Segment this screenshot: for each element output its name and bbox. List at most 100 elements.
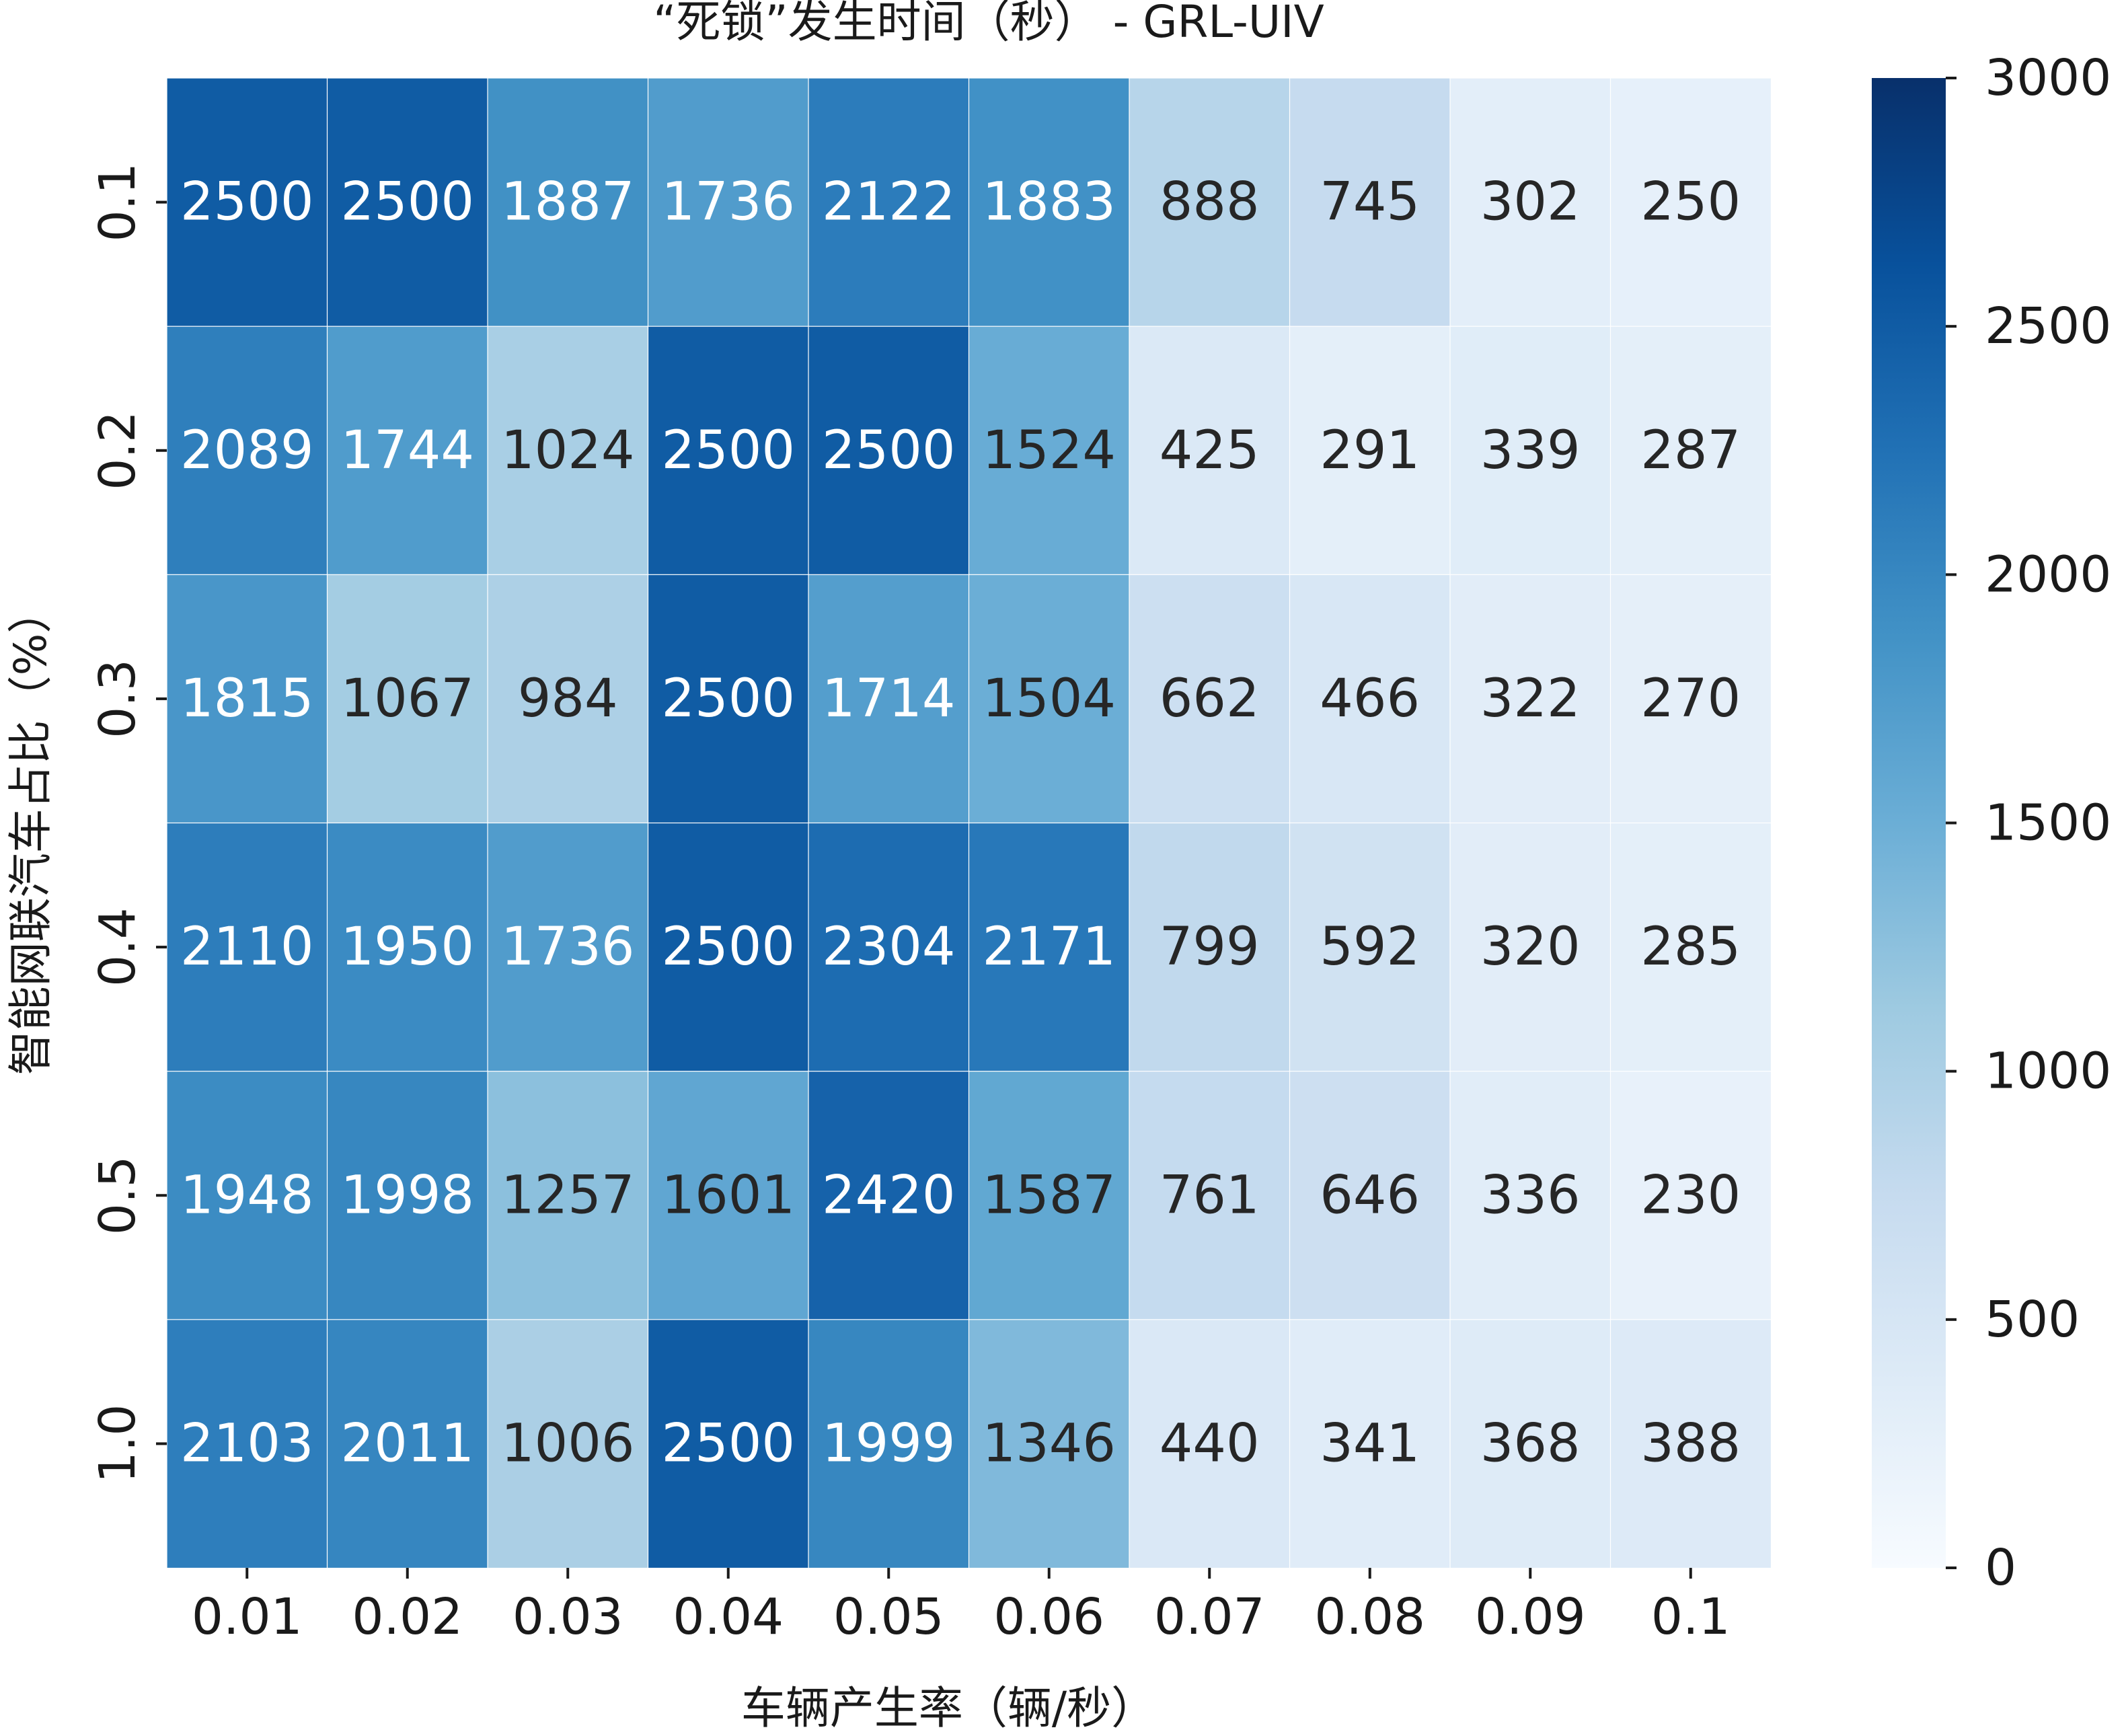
x-tick-label: 0.1 [1651, 1588, 1731, 1646]
heatmap-cell [1449, 1071, 1611, 1320]
heatmap-cell [647, 77, 810, 328]
cell-value-label: 287 [1640, 420, 1741, 481]
cell-value-label: 2171 [982, 917, 1116, 977]
heatmap-cell [1449, 1319, 1611, 1569]
cell-value-label: 2500 [822, 420, 956, 481]
heatmap-cell [166, 1319, 328, 1569]
cell-value-label: 1006 [501, 1413, 635, 1474]
heatmap-cell [1609, 326, 1772, 576]
heatmap-cell [808, 822, 970, 1072]
cell-value-label: 2011 [340, 1413, 474, 1474]
cell-value-label: 2420 [822, 1165, 956, 1225]
colorbar-tick-label: 1000 [1985, 1043, 2111, 1100]
cell-value-label: 662 [1160, 669, 1260, 729]
y-tick-label: 0.4 [89, 907, 147, 987]
heatmap-cell [968, 1319, 1131, 1569]
heatmap-cell [808, 1319, 970, 1569]
colorbar-tick-label: 2000 [1985, 545, 2111, 603]
heatmap-cell [1129, 1319, 1291, 1569]
x-tick-label: 0.01 [192, 1588, 303, 1646]
heatmap-cell [1289, 822, 1451, 1072]
cell-value-label: 888 [1160, 172, 1260, 233]
heatmap-cell [1449, 822, 1611, 1072]
x-axis: 0.01 0.02 0.03 0.04 0.05 0.06 0.07 0.08 0.09 0.1 [192, 1568, 1731, 1646]
heatmap-cell [647, 822, 810, 1072]
cell-value-label: 270 [1640, 669, 1741, 729]
cell-value-label: 1736 [661, 172, 795, 233]
cell-value-label: 2089 [180, 420, 314, 481]
cell-value-label: 336 [1480, 1165, 1581, 1225]
cell-value-label: 1346 [982, 1413, 1116, 1474]
heatmap-cell [968, 326, 1131, 576]
cell-value-label: 2304 [822, 917, 956, 977]
cell-value-label: 341 [1320, 1413, 1420, 1474]
y-axis: 0.1 0.2 0.3 0.4 0.5 1.0 [89, 163, 167, 1484]
cell-value-label: 285 [1640, 917, 1741, 977]
y-tick-label: 0.5 [89, 1156, 147, 1235]
cell-value-label: 1736 [501, 917, 635, 977]
chart-title: “死锁”发生时间（秒） - GRL-UIV [653, 0, 1324, 48]
cell-value-label: 230 [1640, 1165, 1741, 1225]
y-tick-label: 1.0 [89, 1404, 147, 1484]
heatmap-cell [808, 1071, 970, 1320]
cell-value-label: 761 [1160, 1165, 1260, 1225]
heatmap-cell [968, 574, 1131, 824]
cell-value-label: 388 [1640, 1413, 1741, 1474]
cell-value-label: 1601 [661, 1165, 795, 1225]
heatmap-cell [647, 1071, 810, 1320]
cell-value-label: 2500 [661, 1413, 795, 1474]
cell-value-label: 1587 [982, 1165, 1116, 1225]
heatmap-cell [647, 326, 810, 576]
heatmap-cell [487, 326, 649, 576]
heatmap-cell [326, 1071, 489, 1320]
heatmap-cell [808, 326, 970, 576]
heatmap-cell [1289, 77, 1451, 328]
heatmap-cell [1609, 77, 1772, 328]
cell-value-label: 1948 [180, 1165, 314, 1225]
cell-value-label: 2500 [340, 172, 474, 233]
heatmap-cell [487, 574, 649, 824]
cell-value-label: 1887 [501, 172, 635, 233]
heatmap-cell [487, 1319, 649, 1569]
cell-value-label: 646 [1320, 1165, 1420, 1225]
colorbar-tick-label: 3000 [1985, 49, 2111, 107]
heatmap-cell [1609, 822, 1772, 1072]
y-tick-label: 0.2 [89, 411, 147, 490]
heatmap-cell [326, 326, 489, 576]
cell-value-label: 592 [1320, 917, 1420, 977]
colorbar-axis: 0 500 1000 1500 2000 2500 3000 [1946, 49, 2111, 1597]
colorbar-tick-label: 500 [1985, 1291, 2080, 1349]
cell-value-label: 2500 [661, 917, 795, 977]
cell-value-label: 1998 [340, 1165, 474, 1225]
heatmap-cell [1129, 822, 1291, 1072]
cell-value-label: 2103 [180, 1413, 314, 1474]
cell-value-label: 2500 [661, 420, 795, 481]
cell-value-label: 1024 [501, 420, 635, 481]
colorbar-tick-label: 1500 [1985, 794, 2111, 852]
x-tick-label: 0.05 [833, 1588, 944, 1646]
cell-value-label: 1714 [822, 669, 956, 729]
heatmap-cell [326, 77, 489, 328]
heatmap-cell [166, 822, 328, 1072]
x-tick-label: 0.06 [993, 1588, 1104, 1646]
heatmap-cell [808, 574, 970, 824]
y-tick-label: 0.1 [89, 163, 147, 242]
x-tick-label: 0.04 [673, 1588, 784, 1646]
x-tick-label: 0.07 [1154, 1588, 1265, 1646]
cell-value-label: 2110 [180, 917, 314, 977]
cell-value-label: 984 [518, 669, 618, 729]
cell-value-label: 1950 [340, 917, 474, 977]
heatmap-cell [1129, 1071, 1291, 1320]
cell-value-label: 1999 [822, 1413, 956, 1474]
cell-value-label: 1504 [982, 669, 1116, 729]
x-tick-label: 0.08 [1314, 1588, 1425, 1646]
heatmap-cell [968, 822, 1131, 1072]
cell-value-label: 1815 [180, 669, 314, 729]
cell-value-labels: 2500 2500 1887 1736 2122 1883 888 745 302 250 2089… [180, 172, 1741, 1474]
cell-value-label: 745 [1320, 172, 1420, 233]
y-tick-label: 0.3 [89, 659, 147, 739]
cell-value-label: 339 [1480, 420, 1581, 481]
x-axis-label: 车辆产生率（辆/秒） [741, 1682, 1155, 1734]
heatmap-cells [166, 77, 1772, 1569]
heatmap-cell [968, 1071, 1131, 1320]
